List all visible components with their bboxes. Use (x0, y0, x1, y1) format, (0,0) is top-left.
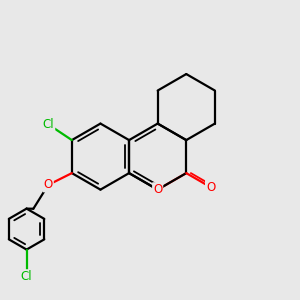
Text: Cl: Cl (21, 270, 32, 283)
Text: O: O (44, 178, 53, 191)
Text: Cl: Cl (43, 118, 54, 131)
Text: O: O (206, 181, 215, 194)
Text: O: O (153, 183, 162, 196)
